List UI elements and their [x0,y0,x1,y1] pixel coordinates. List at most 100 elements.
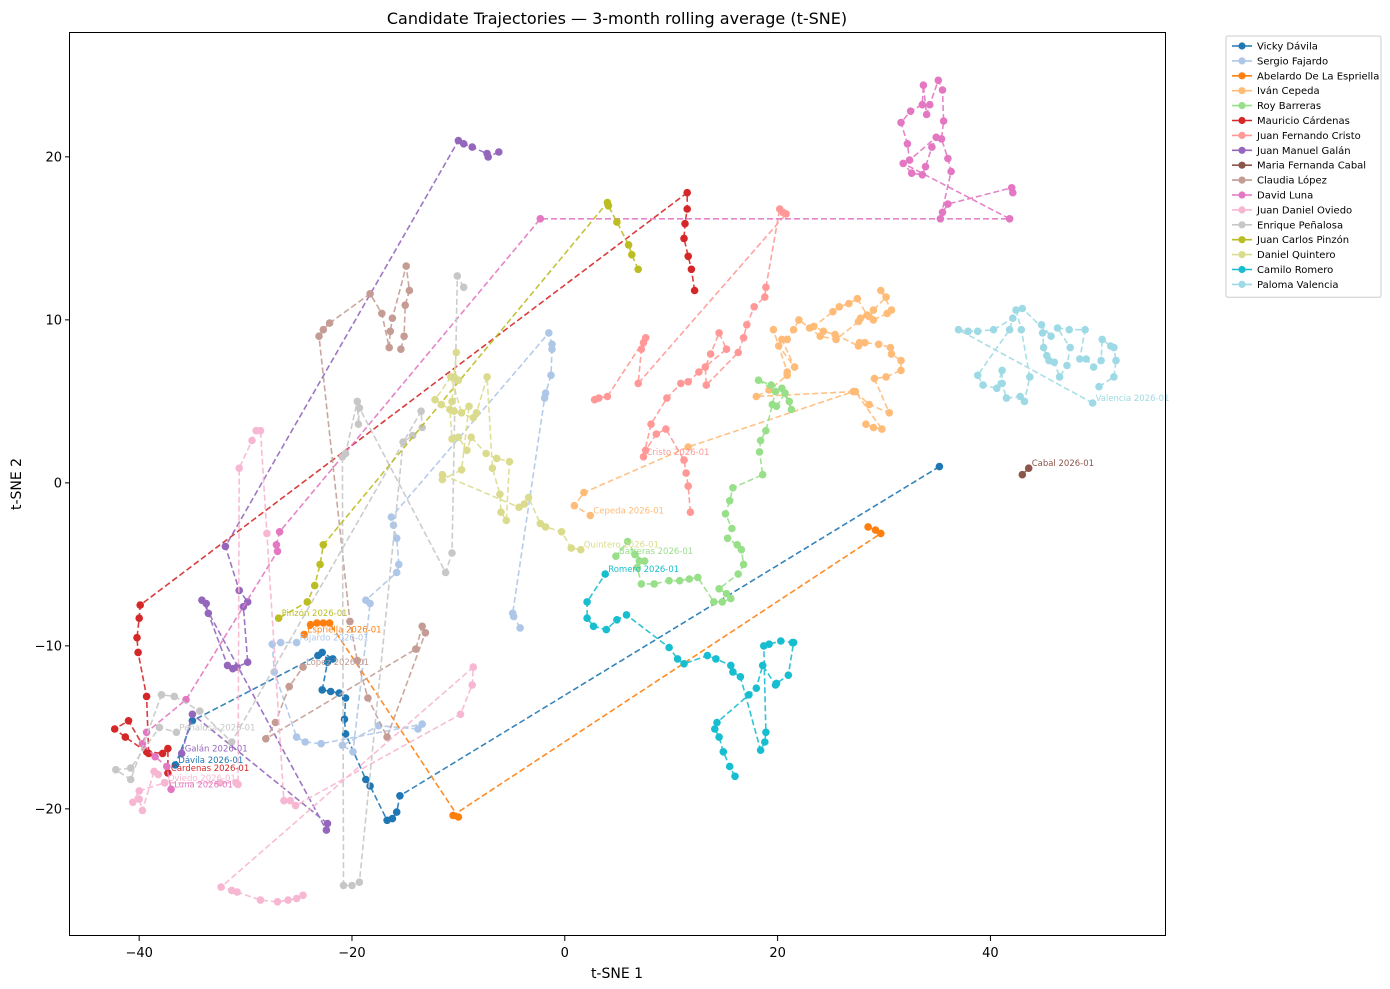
data-point [1039,343,1048,352]
data-point [703,651,712,660]
legend-label: David Luna [1257,191,1313,202]
series-line [594,207,788,513]
data-point [886,343,895,352]
data-point [864,523,872,531]
end-label: Cepeda 2026-01 [593,507,664,517]
data-point [922,110,931,119]
data-point [524,493,533,502]
axes: −40 −20 0 20 40 −20 −10 0 10 20 [35,150,999,961]
legend-label: Mauricio Cárdenas [1257,115,1350,127]
data-point [685,575,694,583]
series-1 [268,329,556,756]
data-point [505,457,514,466]
legend-label: Camilo Romero [1257,265,1333,276]
legend-item: Paloma Valencia [1232,280,1339,291]
data-point [973,371,982,380]
series-line [958,307,1117,404]
data-point [665,643,673,652]
data-point [832,335,840,344]
legend-item: Iván Cepeda [1232,85,1320,97]
data-point [142,692,151,701]
legend-label: Abelardo De La Espriella [1257,71,1379,82]
data-point [631,550,639,559]
data-point [752,392,761,401]
data-point [171,761,180,769]
data-point [221,542,230,551]
data-point [275,528,284,536]
data-point [710,598,718,606]
data-point [731,772,739,781]
data-point [640,557,649,565]
end-label: Romero 2026-01 [608,565,679,575]
data-point [715,585,723,593]
legend-label: Roy Barreras [1257,101,1321,112]
legend-marker [1238,251,1246,259]
data-point [877,529,885,538]
data-point [772,679,781,688]
data-point [1018,470,1027,479]
data-point [1024,464,1033,473]
data-point [385,343,394,352]
data-point [665,576,673,585]
data-point [1020,397,1029,406]
data-point [418,622,427,631]
data-point [613,616,621,624]
legend-item: Roy Barreras [1232,101,1321,112]
end-label: Cárdenas 2026-01 [171,764,249,774]
data-point [392,808,401,816]
data-point [722,589,731,598]
data-point [702,381,711,389]
data-point [853,294,862,303]
data-point [737,545,746,554]
legend-label: Juan Carlos Pinzón [1256,234,1349,246]
data-point [845,299,853,308]
data-point [680,456,688,464]
data-point [497,508,505,516]
data-point [454,813,463,821]
data-point [454,136,463,145]
data-point [317,739,325,748]
data-point [378,309,386,318]
data-point [816,332,824,341]
data-point [468,681,477,689]
data-point [355,878,364,886]
legend-marker [1238,131,1246,139]
data-point [882,373,890,381]
data-point [1017,325,1026,334]
legend-item: Juan Carlos Pinzón [1232,234,1349,246]
data-point [849,387,857,396]
data-point [882,293,890,301]
legend-marker [1238,221,1246,229]
data-point [437,400,446,409]
y-tick-label: 0 [54,476,62,491]
data-point [248,436,256,445]
data-point [869,423,878,432]
data-point [316,560,324,569]
end-label: Luna 2026-01 [174,780,233,790]
series-4 [612,376,796,606]
data-point [217,883,225,891]
data-point [936,215,945,223]
data-point [417,407,425,416]
y-axis-title: t-SNE 2 [9,458,25,510]
data-point [488,464,497,473]
data-point [758,661,767,670]
data-point [412,645,420,653]
data-point [938,208,947,217]
data-point [292,638,301,647]
data-point [1037,321,1046,329]
data-point [683,205,691,213]
data-point [947,167,955,176]
data-point [701,363,710,371]
data-point [750,303,758,311]
data-point [756,746,765,754]
data-point [586,511,595,520]
series-5 [110,188,699,777]
legend-marker [1238,57,1246,65]
data-point [273,547,282,556]
series-line [113,272,465,887]
data-point [790,363,799,371]
data-point [633,563,641,572]
legend-marker [1238,280,1246,288]
data-point [1065,325,1073,334]
